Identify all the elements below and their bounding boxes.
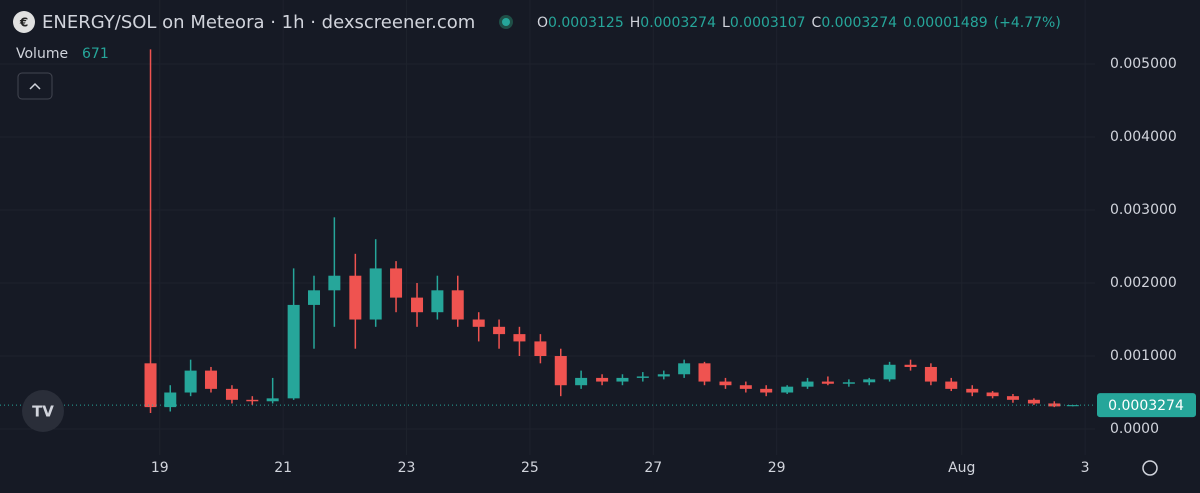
ohlc-item: H [630, 15, 641, 31]
candle-body [821, 381, 834, 384]
last-price-tag [1097, 393, 1196, 418]
candle-body [781, 386, 794, 393]
ohlc-item: (+4.77%) [994, 15, 1061, 31]
candle-body [431, 290, 444, 313]
candle-body [472, 319, 485, 327]
candle-body [554, 356, 567, 386]
candle-body [636, 376, 649, 378]
candle-body [924, 366, 937, 382]
candle-body [945, 381, 958, 389]
candle-body [575, 377, 588, 386]
ohlc-legend: O0.0003125 H0.0003274 L0.0003107 C0.0003274… [537, 15, 1061, 31]
y-tick-label: 0.003000 [1110, 202, 1177, 218]
candle-body [266, 398, 279, 402]
candle-body [204, 370, 217, 389]
candle-body [369, 268, 382, 320]
candle-body [390, 268, 403, 298]
candle-body [616, 377, 629, 382]
x-tick-label: 21 [274, 460, 292, 476]
candle-body [904, 364, 917, 367]
y-tick-label: 0.001000 [1110, 348, 1177, 364]
plot-area [0, 49, 1095, 413]
candle-body [225, 388, 238, 400]
candle-body [308, 290, 321, 305]
candle-body [349, 275, 362, 320]
tv-logo-glyph: TV [32, 403, 54, 421]
candle-body [1006, 396, 1019, 400]
collapse-icon [29, 82, 41, 90]
token-icon [13, 11, 35, 33]
candle-body [493, 326, 506, 335]
tv-logo[interactable] [22, 390, 64, 432]
candle-body [534, 341, 547, 357]
candle-body [596, 377, 609, 382]
ohlc-item: 0.0003274 [821, 15, 897, 31]
x-tick-label: 23 [398, 460, 416, 476]
candle-body [801, 381, 814, 387]
candle-body [1048, 403, 1061, 407]
candle-body [842, 382, 855, 384]
candle-body [966, 388, 979, 393]
candle-body [164, 392, 177, 408]
candle-body [698, 363, 711, 382]
candle-body [328, 275, 341, 291]
volume-label: Volume [16, 46, 68, 62]
candle-body [657, 374, 670, 377]
candle-body [863, 379, 876, 383]
ohlc-item: L [722, 15, 730, 31]
volume-value: 671 [82, 46, 109, 62]
ohlc-item: O [537, 15, 548, 31]
settings-icon[interactable] [1142, 460, 1158, 476]
candle-body [883, 364, 896, 380]
collapse-button[interactable] [17, 72, 53, 100]
ohlc-item: 0.0003274 [640, 15, 716, 31]
y-tick-label: 0.0000 [1110, 421, 1159, 437]
candle-body [451, 290, 464, 320]
x-tick-label: Aug [948, 460, 975, 476]
candle-body [1027, 399, 1040, 404]
y-tick-label: 0.002000 [1110, 275, 1177, 291]
y-tick-label: 0.005000 [1110, 56, 1177, 72]
ohlc-item: C [812, 15, 822, 31]
candle-body [760, 388, 773, 393]
candle-body [678, 363, 691, 375]
y-tick-label: 0.004000 [1110, 129, 1177, 145]
candle-body [411, 297, 424, 313]
candle-body [719, 381, 732, 386]
last-price-label: 0.0003274 [1108, 398, 1184, 414]
ohlc-item: 0.00001489 [903, 15, 988, 31]
x-tick-label: 3 [1081, 460, 1090, 476]
candle-body [513, 334, 526, 342]
candle-body [184, 370, 197, 393]
chart-title: ENERGY/SOL on Meteora · 1h · dexscreener… [42, 12, 475, 33]
ohlc-item: 0.0003125 [548, 15, 624, 31]
candle-body [1066, 405, 1079, 407]
x-tick-label: 29 [768, 460, 786, 476]
candle-body [287, 304, 300, 399]
x-tick-label: 27 [644, 460, 662, 476]
candle-body [739, 385, 752, 389]
candle-body [246, 399, 259, 402]
candle-body [144, 363, 157, 408]
token-icon-glyph: € [19, 16, 28, 30]
status-dot [502, 18, 510, 26]
x-tick-label: 25 [521, 460, 539, 476]
candle-body [986, 392, 999, 397]
ohlc-item: 0.0003107 [730, 15, 806, 31]
x-tick-label: 19 [151, 460, 169, 476]
